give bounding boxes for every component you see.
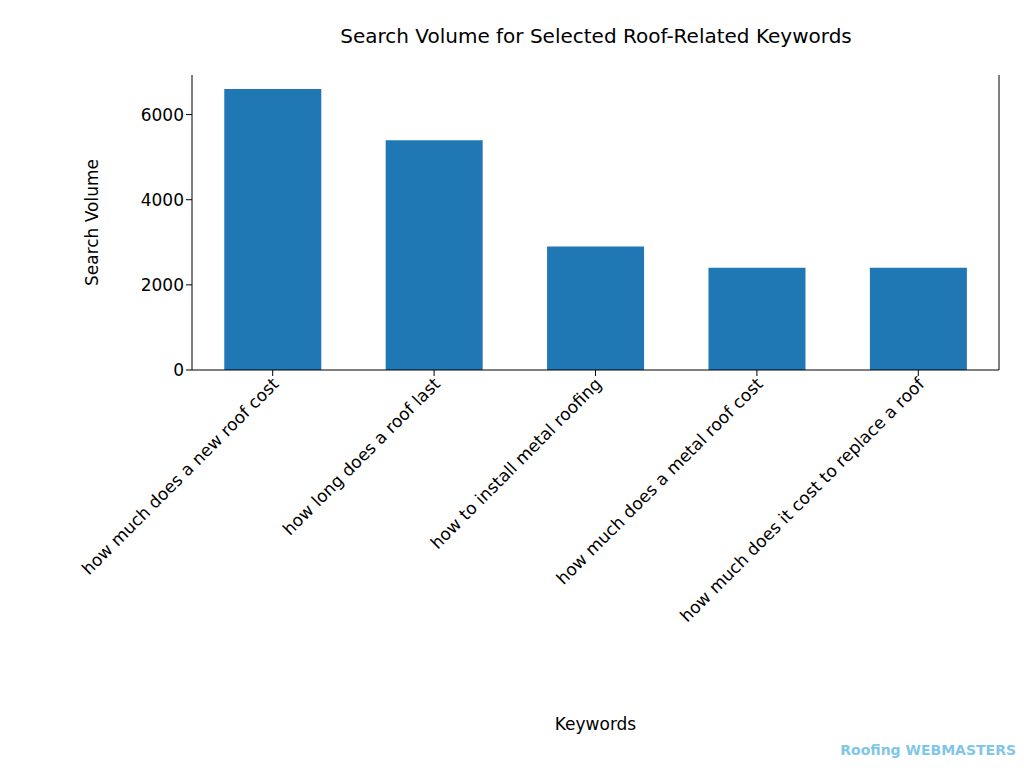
svg-text:6000: 6000 xyxy=(141,105,184,125)
svg-text:how much does it cost to repla: how much does it cost to replace a roof xyxy=(676,373,929,626)
svg-text:how long does a roof last: how long does a roof last xyxy=(279,374,445,540)
html-text:Search Volume for Selected Roo: Search Volume for Selected Roof-Related … xyxy=(340,24,852,48)
svg-text:how much does a metal roof cos: how much does a metal roof cost xyxy=(552,373,767,589)
html-text:Roofing WEBMASTERS: Roofing WEBMASTERS xyxy=(840,742,1016,758)
svg-text:Keywords: Keywords xyxy=(555,714,637,734)
svg-text:2000: 2000 xyxy=(141,275,184,295)
svg-text:Search Volume: Search Volume xyxy=(82,159,102,286)
svg-text:how much does a new roof cost: how much does a new roof cost xyxy=(78,374,283,579)
svg-text:how to install metal roofing: how to install metal roofing xyxy=(426,374,605,553)
svg-text:0: 0 xyxy=(173,360,184,380)
svg-text:4000: 4000 xyxy=(141,190,184,210)
